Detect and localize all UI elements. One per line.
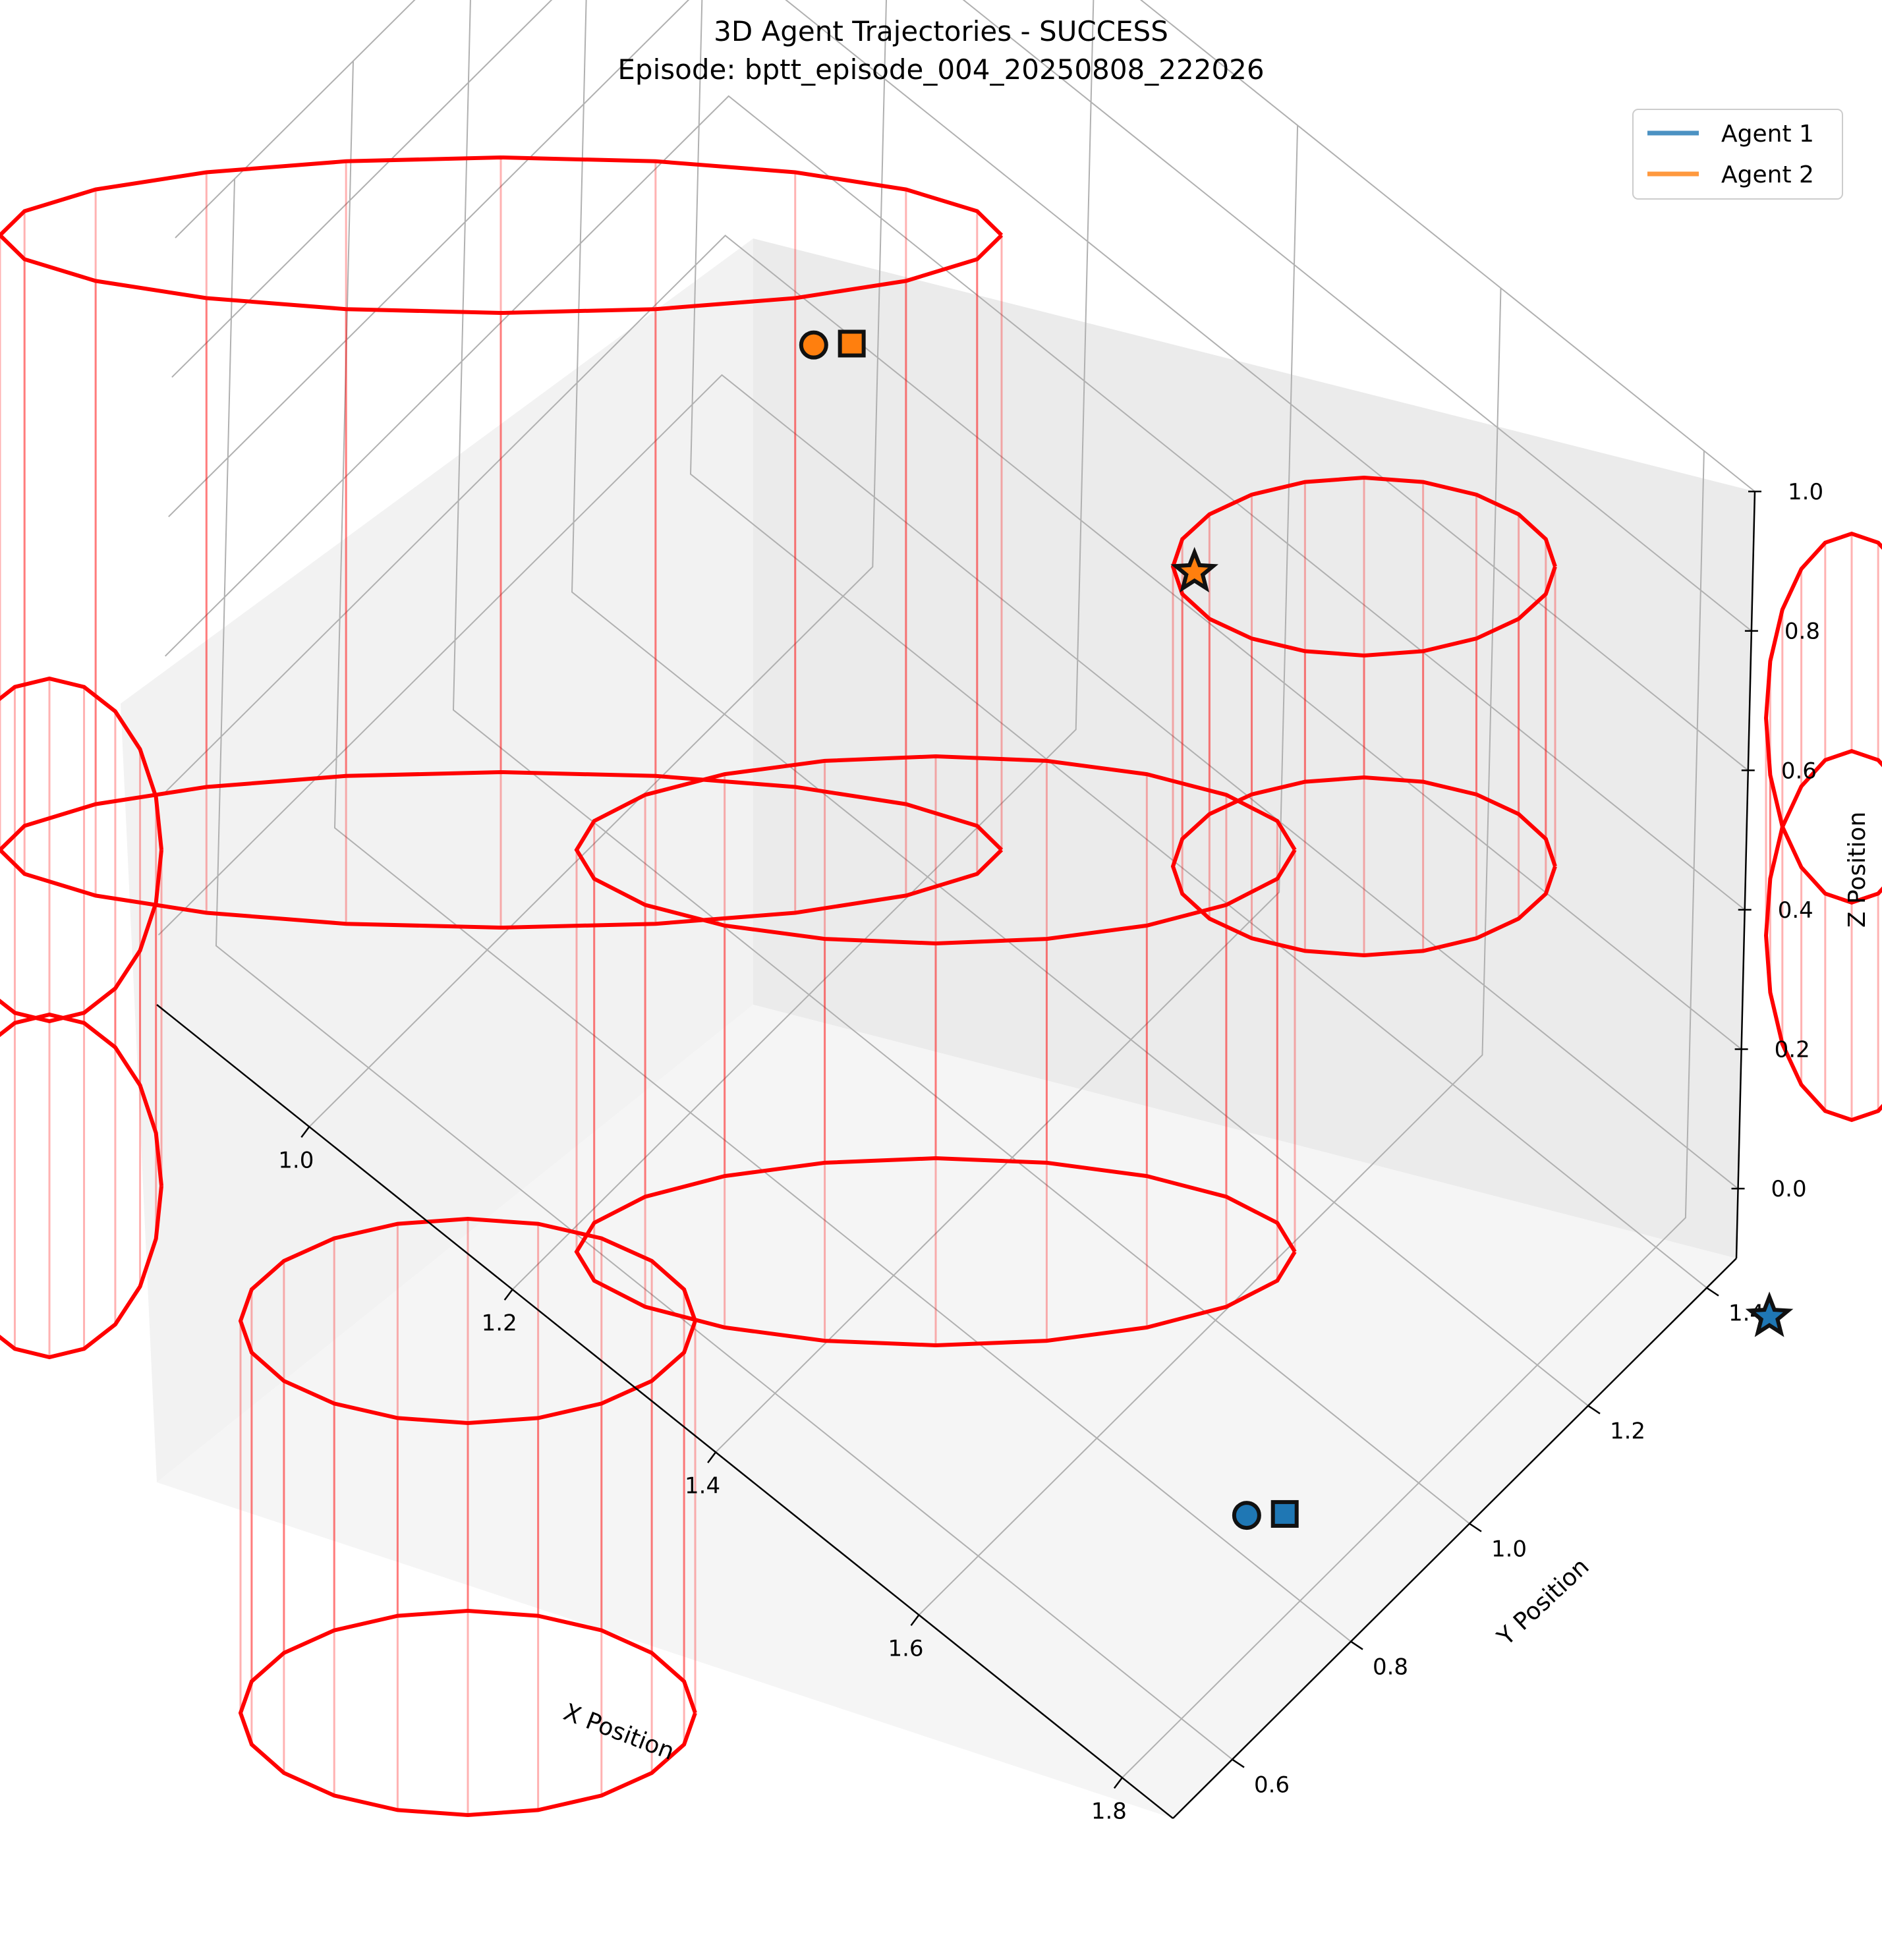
x-tick-label: 1.8	[1091, 1798, 1127, 1824]
x-axis-line	[156, 1004, 1174, 1819]
y-tick	[1350, 1640, 1363, 1650]
obstacle-bottom-ring	[0, 770, 1004, 930]
y-tick	[1469, 1523, 1482, 1532]
x-tick	[503, 1289, 513, 1301]
grid-line-z	[157, 374, 1739, 1189]
axes-panes	[121, 238, 1755, 1818]
x-tick-label: 1.0	[278, 1147, 314, 1173]
grid-line-y	[215, 179, 1233, 1760]
obstacle-top-ring	[0, 155, 1004, 316]
y-tick	[1706, 1287, 1719, 1297]
grid-line-x	[511, 0, 1095, 1291]
x-tick	[300, 1126, 310, 1138]
x-tick	[1113, 1777, 1123, 1789]
grid-line-x	[1122, 451, 1705, 1779]
grid-line-z	[175, 0, 1755, 492]
legend: Agent 1 Agent 2	[1632, 109, 1843, 200]
agent-1-current-marker	[1270, 1499, 1299, 1528]
axes: 1.01.21.41.61.80.60.81.01.21.40.00.20.40…	[156, 479, 1823, 1824]
agent-2-current-marker	[838, 329, 866, 358]
obstacle-bottom-ring	[0, 1012, 163, 1360]
obstacle-bottom-ring	[1170, 775, 1557, 958]
grid-line-z	[171, 0, 1752, 632]
agent-markers	[799, 329, 1794, 1530]
grid-line-y	[689, 0, 1707, 1289]
agent-2-goal-marker	[1170, 547, 1219, 593]
y-tick-label: 1.2	[1610, 1418, 1645, 1445]
agent-1-start-marker	[1232, 1501, 1261, 1530]
grid-line-y	[571, 0, 1589, 1407]
y-tick-label: 0.6	[1254, 1772, 1290, 1799]
y-tick	[1232, 1758, 1245, 1768]
y-tick	[1587, 1405, 1601, 1414]
pane-back	[753, 238, 1755, 1258]
obstacle-bottom-ring	[574, 1156, 1297, 1348]
grid-line-x	[308, 0, 887, 1128]
z-tick-label: 0.2	[1775, 1037, 1810, 1063]
x-tick-label: 1.6	[888, 1635, 923, 1662]
z-axis-label: Z Position	[1844, 812, 1871, 928]
legend-label-agent-1: Agent 1	[1721, 121, 1814, 148]
z-tick-label: 0.8	[1784, 619, 1820, 645]
y-tick-label: 1.0	[1491, 1536, 1527, 1563]
grid-line-x	[918, 288, 1502, 1616]
x-tick-label: 1.2	[482, 1310, 517, 1336]
legend-label-agent-2: Agent 2	[1721, 161, 1814, 188]
obstacle-top-ring	[0, 676, 163, 1024]
x-tick-label: 1.4	[685, 1472, 720, 1499]
y-tick-label: 0.8	[1373, 1654, 1408, 1681]
grid-line-z	[168, 0, 1749, 771]
z-axis-line	[1735, 491, 1756, 1259]
grid-line-z	[164, 95, 1746, 910]
grid-line-z	[161, 235, 1742, 1050]
chart-title: 3D Agent Trajectories - SUCCESS	[714, 15, 1168, 47]
pane-left	[121, 238, 753, 1482]
x-tick	[910, 1614, 920, 1626]
obstacle-top-ring	[574, 754, 1297, 946]
obstacle-bottom-ring	[1763, 748, 1882, 1123]
y-axis-label: Y Position	[1492, 1553, 1595, 1651]
obstacle-top-ring	[238, 1216, 697, 1426]
grid-line-y	[452, 0, 1470, 1525]
grid-lines	[157, 0, 1755, 1779]
chart-subtitle: Episode: bptt_episode_004_20250808_22202…	[617, 53, 1264, 86]
obstacles	[0, 155, 1882, 1818]
z-tick-label: 0.4	[1778, 897, 1813, 924]
obstacle-bottom-ring	[238, 1608, 697, 1818]
z-tick-label: 1.0	[1788, 479, 1823, 505]
x-axis-label: X Position	[559, 1699, 677, 1766]
agent-1-goal-marker	[1745, 1291, 1794, 1337]
grid-line-x	[715, 125, 1299, 1453]
agent-2-start-marker	[799, 330, 828, 360]
x-tick	[707, 1451, 717, 1463]
z-tick-label: 0.6	[1781, 758, 1817, 784]
obstacle-top-ring	[1170, 475, 1557, 658]
grid-line-y	[333, 61, 1352, 1642]
z-tick-label: 0.0	[1771, 1176, 1807, 1202]
y-axis-line	[1172, 1258, 1737, 1819]
obstacle-top-ring	[1763, 531, 1882, 905]
